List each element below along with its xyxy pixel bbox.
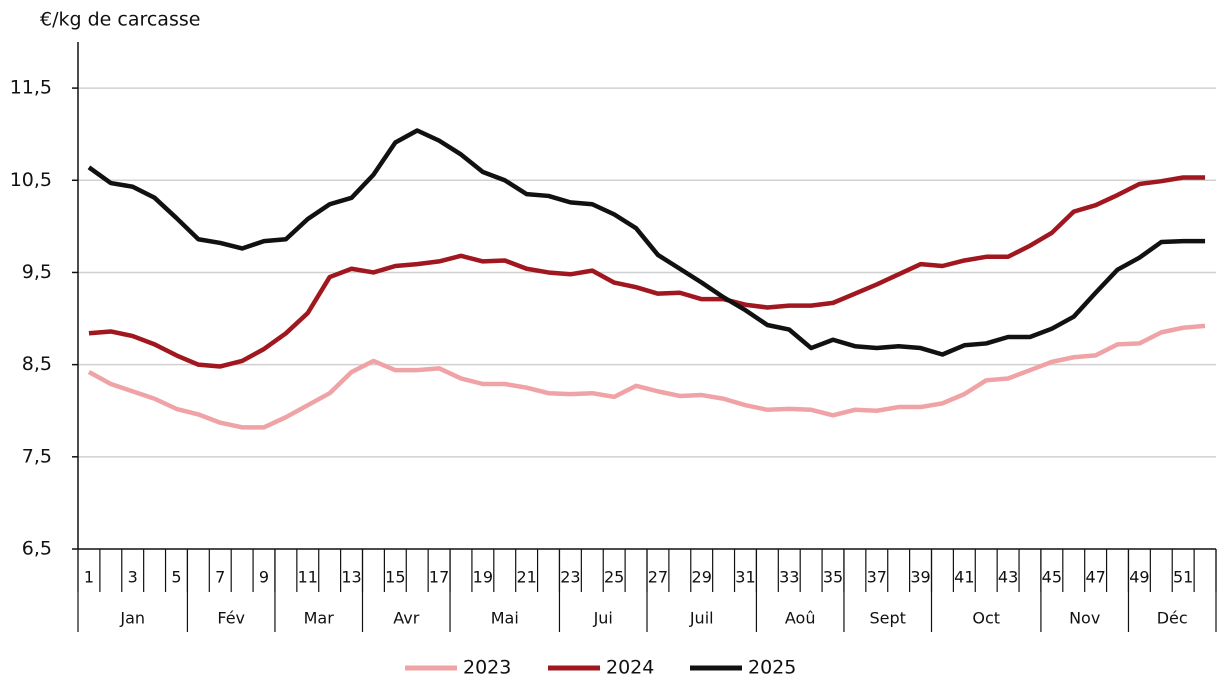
month-label: Mai bbox=[491, 609, 519, 628]
series-line bbox=[88, 175, 1206, 369]
month-label: Mar bbox=[304, 609, 335, 628]
y-axis-title: €/kg de carcasse bbox=[40, 9, 200, 31]
month-label: Aoû bbox=[785, 609, 816, 628]
month-label: Jan bbox=[119, 609, 145, 628]
x-tick-label: 7 bbox=[215, 568, 225, 587]
month-label: Fév bbox=[217, 609, 245, 628]
month-label: Jui bbox=[593, 609, 613, 628]
x-tick-label: 35 bbox=[823, 568, 843, 587]
month-label: Juil bbox=[689, 609, 714, 628]
x-tick-label: 9 bbox=[259, 568, 269, 587]
x-tick-label: 31 bbox=[735, 568, 755, 587]
x-tick-label: 33 bbox=[779, 568, 799, 587]
x-tick-label: 51 bbox=[1173, 568, 1193, 587]
x-tick-label: 1 bbox=[84, 568, 94, 587]
series-line bbox=[87, 323, 1206, 430]
x-tick-label: 49 bbox=[1129, 568, 1149, 587]
x-tick-label: 27 bbox=[648, 568, 668, 587]
x-tick-label: 39 bbox=[910, 568, 930, 587]
legend-label: 2023 bbox=[463, 657, 511, 679]
y-tick-label: 11,5 bbox=[10, 77, 52, 99]
month-label: Sept bbox=[870, 609, 906, 628]
y-tick-label: 6,5 bbox=[22, 538, 52, 560]
x-tick-label: 47 bbox=[1085, 568, 1105, 587]
x-tick-label: 5 bbox=[171, 568, 181, 587]
x-tick-label: 11 bbox=[298, 568, 318, 587]
legend-label: 2024 bbox=[606, 657, 654, 679]
x-tick-label: 21 bbox=[516, 568, 536, 587]
series-line bbox=[87, 128, 1206, 357]
x-tick-label: 29 bbox=[692, 568, 712, 587]
legend-label: 2025 bbox=[748, 657, 796, 679]
x-tick-label: 19 bbox=[473, 568, 493, 587]
month-label: Oct bbox=[972, 609, 1000, 628]
month-label: Nov bbox=[1069, 609, 1100, 628]
x-tick-label: 23 bbox=[560, 568, 580, 587]
x-tick-label: 43 bbox=[998, 568, 1018, 587]
y-tick-label: 10,5 bbox=[10, 169, 52, 191]
x-tick-label: 41 bbox=[954, 568, 974, 587]
x-tick-label: 45 bbox=[1042, 568, 1062, 587]
x-tick-label: 3 bbox=[128, 568, 138, 587]
y-tick-label: 8,5 bbox=[22, 353, 52, 375]
y-tick-label: 9,5 bbox=[22, 261, 52, 283]
month-label: Avr bbox=[393, 609, 419, 628]
x-tick-label: 25 bbox=[604, 568, 624, 587]
x-tick-label: 13 bbox=[341, 568, 361, 587]
x-tick-label: 37 bbox=[867, 568, 887, 587]
month-label: Déc bbox=[1157, 609, 1188, 628]
x-tick-label: 17 bbox=[429, 568, 449, 587]
x-tick-label: 15 bbox=[385, 568, 405, 587]
y-tick-label: 7,5 bbox=[22, 445, 52, 467]
